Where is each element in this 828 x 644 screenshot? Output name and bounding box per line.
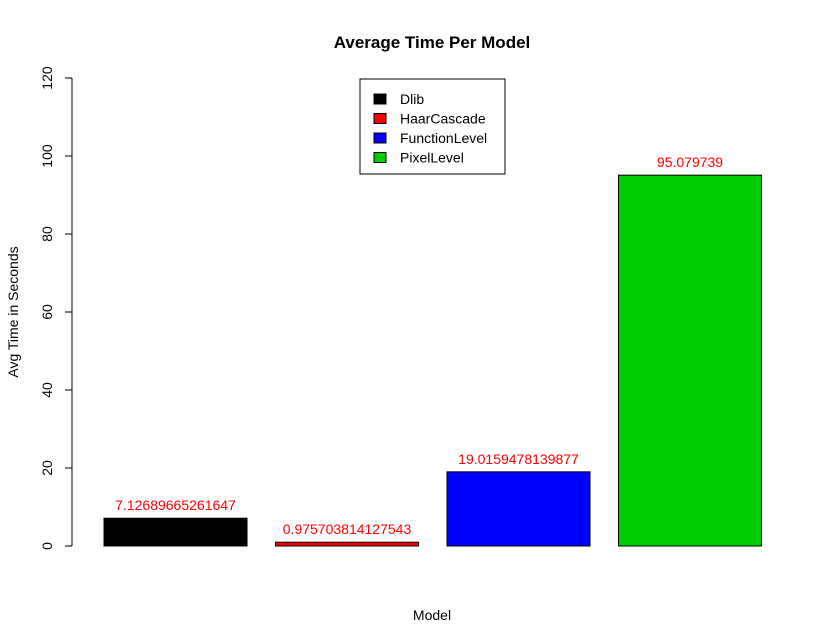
y-tick-label: 20	[39, 460, 55, 476]
legend-label-dlib: Dlib	[400, 91, 424, 107]
y-axis: 0 20 40 60 80 100 120	[39, 66, 73, 550]
legend-swatch-pixellevel	[373, 152, 387, 163]
data-label-haarcascade: 0.975703814127543	[283, 521, 412, 537]
y-tick-label: 100	[39, 144, 55, 168]
data-label-functionlevel: 19.0159478139877	[458, 451, 579, 467]
data-label-pixellevel: 95.079739	[657, 154, 723, 170]
legend-swatch-haarcascade	[373, 113, 387, 124]
data-labels: 7.12689665261647 0.975703814127543 19.0159…	[115, 154, 723, 537]
y-tick-label: 80	[39, 226, 55, 242]
legend-label-haarcascade: HaarCascade	[400, 111, 486, 127]
x-axis-label: Model	[413, 607, 451, 623]
legend: Dlib HaarCascade FunctionLevel PixelLevel	[359, 78, 506, 175]
y-axis-label: Avg Time in Seconds	[5, 246, 21, 377]
y-tick-label: 60	[39, 304, 55, 320]
legend-label-pixellevel: PixelLevel	[400, 150, 464, 166]
bar-haarcascade	[275, 541, 419, 547]
legend-swatch-functionlevel	[373, 132, 387, 144]
y-tick-label: 40	[39, 382, 55, 398]
bar-functionlevel	[446, 471, 591, 547]
legend-swatch-dlib	[373, 93, 387, 105]
y-tick-label: 0	[39, 542, 55, 550]
bar-dlib	[103, 517, 248, 547]
bar-pixellevel	[618, 174, 762, 547]
chart-title: Average Time Per Model	[334, 33, 531, 52]
legend-label-functionlevel: FunctionLevel	[400, 130, 487, 146]
data-label-dlib: 7.12689665261647	[115, 497, 236, 513]
y-tick-label: 120	[39, 66, 55, 90]
bars	[103, 174, 762, 547]
